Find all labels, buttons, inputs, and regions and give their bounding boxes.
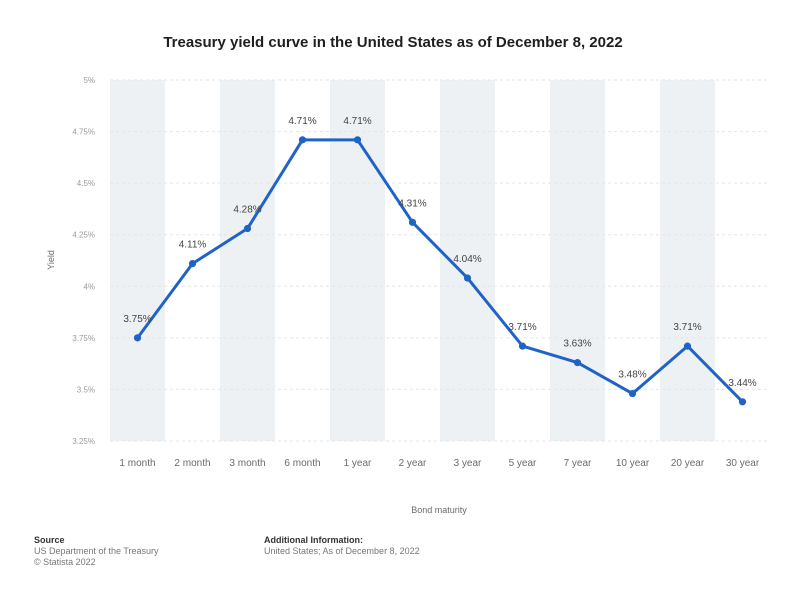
x-tick-label: 3 month [229,458,265,469]
column-band [330,80,385,441]
y-tick-label: 3.25% [72,437,95,446]
column-band [605,80,660,441]
x-tick-label: 10 year [616,458,650,469]
column-band [495,80,550,441]
x-tick-label: 2 month [174,458,210,469]
data-label: 4.04% [453,254,481,265]
x-axis-label: Bond maturity [411,505,467,515]
x-tick-label: 5 year [509,458,537,469]
source-line[interactable]: US Department of the Treasury [34,546,159,556]
x-tick-label: 2 year [399,458,427,469]
source-block: Source US Department of the Treasury © S… [34,535,159,568]
additional-info-heading: Additional Information: [264,535,363,545]
data-label: 3.44% [728,378,756,389]
y-axis-ticks: 3.25% 3.5% 3.75% 4% 4.25% 4.5% 4.75% 5% [72,76,95,446]
column-band [550,80,605,441]
source-heading: Source [34,535,65,545]
data-point[interactable] [573,359,582,367]
y-axis-label: Yield [46,250,56,270]
data-label: 3.48% [618,370,646,381]
y-tick-label: 4.25% [72,231,95,240]
grid-lines [110,79,770,442]
y-tick-label: 3.5% [77,385,95,394]
data-point[interactable] [243,224,252,233]
y-tick-label: 4.5% [77,179,95,188]
data-point[interactable] [188,259,197,268]
data-label: 3.63% [563,339,591,350]
data-point[interactable] [738,398,747,406]
data-point[interactable] [133,334,142,342]
column-band [110,80,165,441]
column-band [660,80,715,441]
data-labels: 3.75% 4.11% 4.28% 4.71% 4.71% 4.31% 4.04% 3.71%… [123,116,756,389]
x-axis-ticks: 1 month 2 month 3 month 6 month 1 year 2 year… [119,458,759,469]
column-band [275,80,330,441]
data-point[interactable] [628,389,637,398]
data-point[interactable] [298,136,307,144]
data-point[interactable] [353,136,362,144]
data-label: 4.28% [233,205,261,216]
data-label: 4.31% [398,198,426,209]
x-tick-label: 1 year [344,458,372,469]
data-label: 4.71% [288,116,316,127]
x-tick-label: 30 year [726,458,760,469]
series-line [136,138,744,403]
x-tick-label: 20 year [671,458,705,469]
data-label: 3.71% [508,322,536,333]
additional-info-line: United States; As of December 8, 2022 [264,546,420,556]
y-tick-label: 5% [83,76,95,85]
column-band [220,80,275,441]
x-tick-label: 7 year [564,458,592,469]
y-tick-label: 4.75% [72,128,95,137]
additional-info-block: Additional Information: United States; A… [264,535,420,557]
y-tick-label: 3.75% [72,334,95,343]
data-points [133,136,747,406]
x-tick-label: 1 month [119,458,155,469]
x-tick-label: 3 year [454,458,482,469]
column-band [715,80,770,441]
column-bands [110,80,770,441]
copyright-line: © Statista 2022 [34,557,96,567]
data-label: 3.75% [123,314,151,325]
column-band [385,80,440,441]
data-label: 4.11% [179,240,207,251]
chart-title: Treasury yield curve in the United State… [163,34,623,51]
data-label: 3.71% [673,322,701,333]
x-tick-label: 6 month [284,458,320,469]
data-point[interactable] [518,342,527,350]
data-label: 4.71% [343,116,371,127]
data-point[interactable] [408,218,417,226]
data-point[interactable] [463,274,472,282]
y-tick-label: 4% [83,282,95,291]
data-point[interactable] [683,342,692,350]
